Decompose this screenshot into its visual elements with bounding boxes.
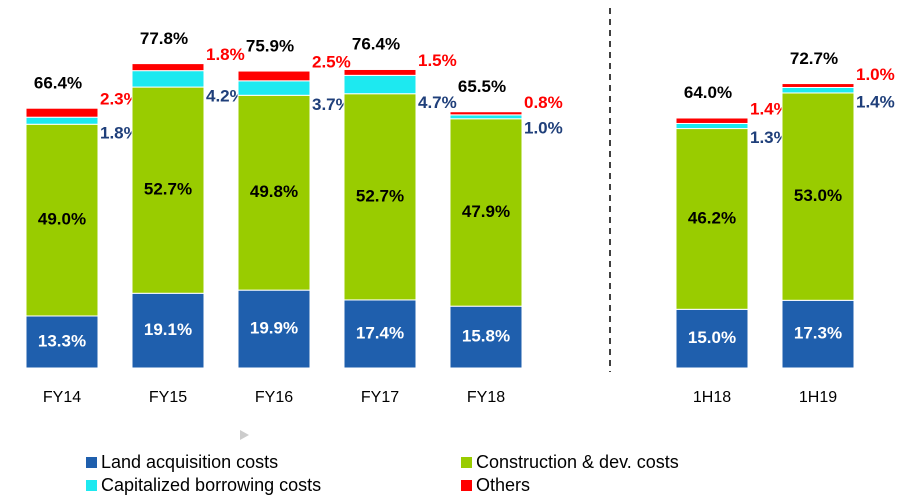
segment-label: 47.9% [462,202,510,221]
segment-label: 49.0% [38,210,86,229]
segment-label: 2.5% [312,53,351,72]
segment-label: 19.1% [144,320,192,339]
legend-label: Land acquisition costs [101,452,278,472]
segment-label: 15.0% [688,328,736,347]
total-label: 75.9% [246,37,294,56]
bar-segment [131,292,205,369]
legend-swatch [461,480,472,491]
segment-label: 1.5% [418,51,457,70]
segment-label: 1.4% [750,99,789,118]
x-tick-label: FY16 [255,389,293,406]
bar-segment [237,289,311,369]
bar-segment [675,117,749,124]
bar-segment [131,70,205,88]
x-tick-label: 1H19 [799,389,837,406]
segment-label: 0.8% [524,93,563,112]
segment-label: 1.8% [206,45,245,64]
plot: 13.3% 49.0% 1.8% 2.3% 66.4% FY14 19.1% 52.7% 4.2… [25,29,895,406]
segment-label: 46.2% [688,208,736,227]
total-label: 77.8% [140,29,188,48]
bar-segment [449,111,523,116]
bar-segment [237,80,311,96]
legend-label: Construction & dev. costs [476,452,679,472]
segment-label: 17.3% [794,324,842,343]
segment-label: 1.0% [524,118,563,137]
bar-segment [781,83,855,88]
bar-segment [675,128,749,310]
bar-segment [675,308,749,369]
bar-segment [237,70,311,82]
legend-swatch [86,480,97,491]
total-label: 76.4% [352,35,400,54]
x-tick-label: FY15 [149,389,187,406]
segment-label: 1.4% [856,92,895,111]
segment-label: 52.7% [144,180,192,199]
total-label: 64.0% [684,83,732,102]
segment-label: 1.0% [856,65,895,84]
x-tick-label: FY17 [361,389,399,406]
segment-label: 17.4% [356,323,404,342]
segment-label: 1.8% [100,124,139,143]
cursor-triangle [240,430,249,440]
segment-label: 19.9% [250,319,298,338]
segment-label: 52.7% [356,186,404,205]
segment-label: 3.7% [312,95,351,114]
legend-label: Others [476,475,530,495]
bar-segment [781,92,855,301]
segment-label: 4.7% [418,93,457,112]
bar-segment [781,299,855,369]
bar-segment [25,116,99,125]
bar-segment [343,299,417,369]
bar-segment [131,63,205,72]
bar-segment [449,114,523,120]
bar-segment [343,74,417,95]
segment-label: 13.3% [38,331,86,350]
total-label: 72.7% [790,49,838,68]
x-tick-label: FY18 [467,389,505,406]
segment-label: 49.8% [250,182,298,201]
segment-label: 15.8% [462,327,510,346]
total-label: 65.5% [458,77,506,96]
bar-segment [25,107,99,118]
bar-segment [25,123,99,317]
bar-segment [449,118,523,307]
total-label: 66.4% [34,74,82,93]
bar-segment [237,94,311,291]
legend-swatch [86,457,97,468]
bar-segment [343,68,417,76]
legend-label: Capitalized borrowing costs [101,475,321,495]
bar-segment [131,86,205,294]
segment-label: 2.3% [100,90,139,109]
x-tick-label: FY14 [43,389,81,406]
bar-segment [781,86,855,94]
legend: Land acquisition costs Construction & dev… [86,452,679,495]
legend-swatch [461,457,472,468]
segment-label: 4.2% [206,87,245,106]
x-tick-label: 1H18 [693,389,731,406]
segment-label: 53.0% [794,186,842,205]
bar-segment [343,93,417,301]
segment-label: 1.3% [750,128,789,147]
bar-segment [675,122,749,130]
